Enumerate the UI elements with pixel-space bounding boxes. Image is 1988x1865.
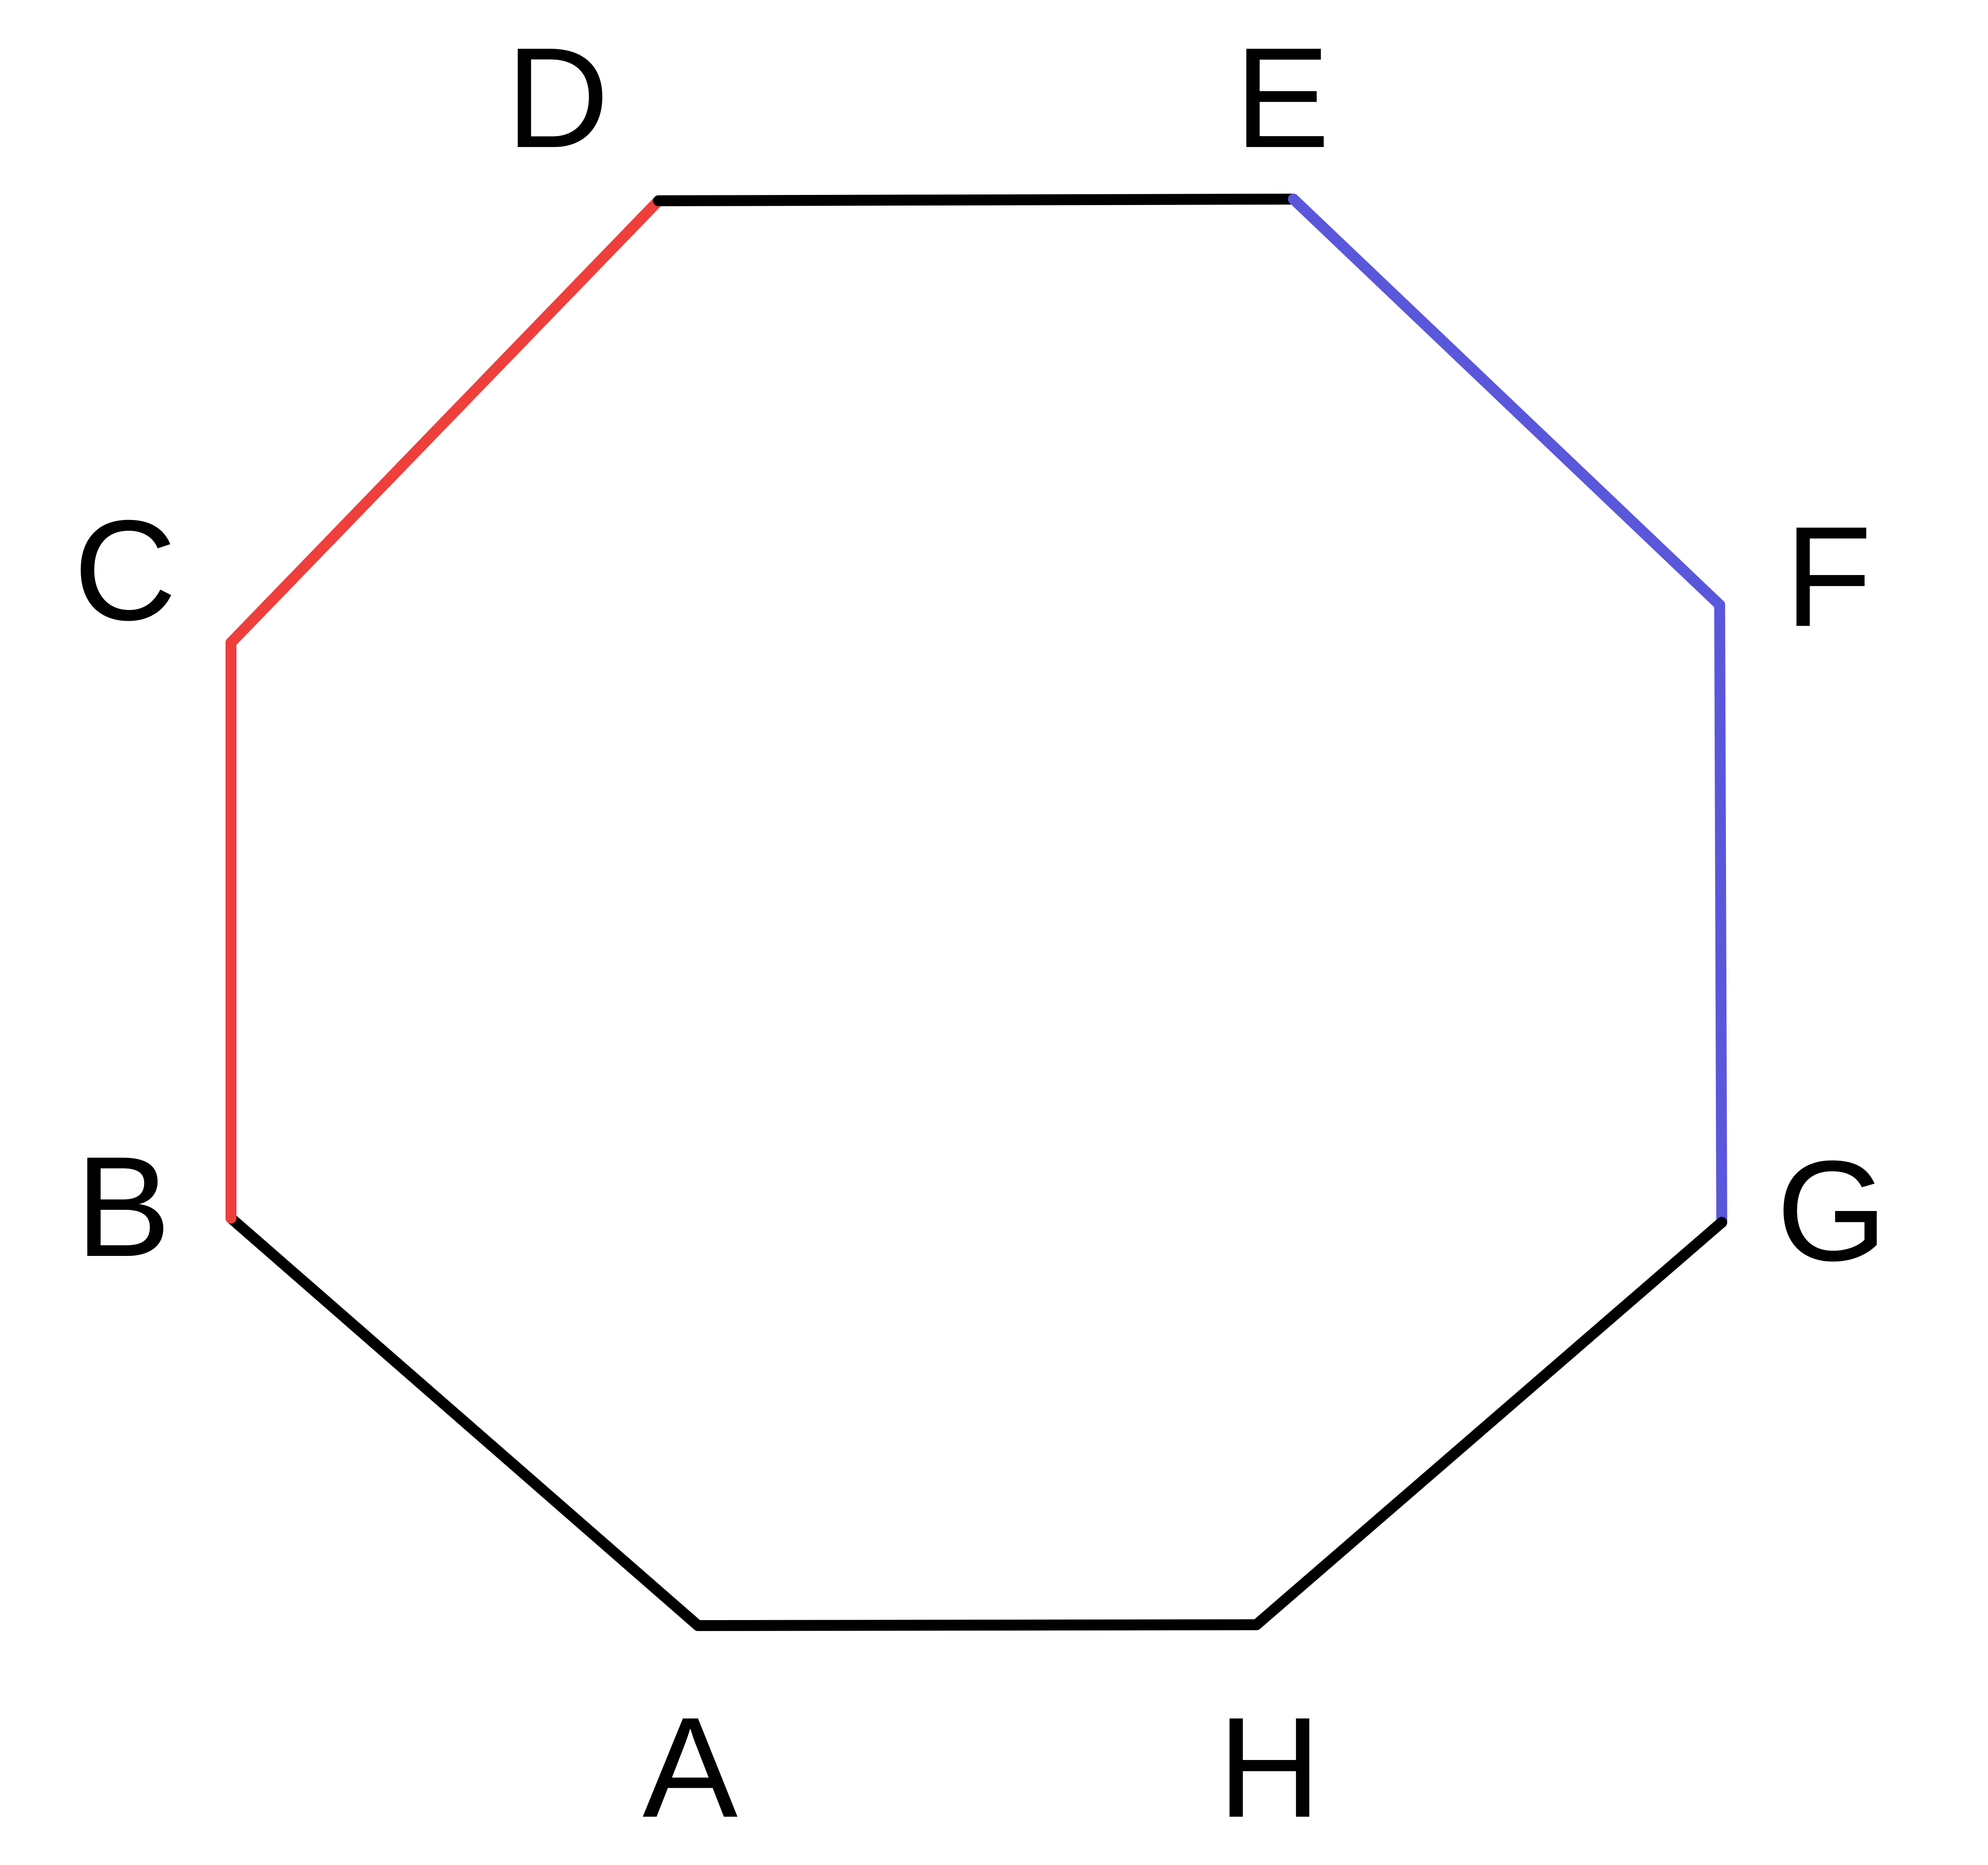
vertex-label-G: G: [1776, 1131, 1887, 1291]
edge-AB: [231, 1218, 698, 1626]
edge-EF: [1293, 199, 1720, 605]
octagon-diagram: A B C D E F G H: [0, 0, 1988, 1865]
vertex-label-D: D: [506, 18, 609, 178]
vertex-label-B: B: [76, 1127, 171, 1287]
edge-CD: [231, 201, 658, 643]
vertex-label-C: C: [73, 491, 177, 650]
edge-FG: [1720, 605, 1722, 1222]
vertex-label-F: F: [1785, 497, 1872, 657]
edge-GH: [1256, 1222, 1722, 1625]
edge-HA: [698, 1625, 1256, 1626]
vertex-label-H: H: [1218, 1688, 1321, 1847]
vertex-label-E: E: [1235, 18, 1330, 178]
edge-DE: [658, 199, 1293, 201]
vertex-label-A: A: [643, 1688, 738, 1847]
